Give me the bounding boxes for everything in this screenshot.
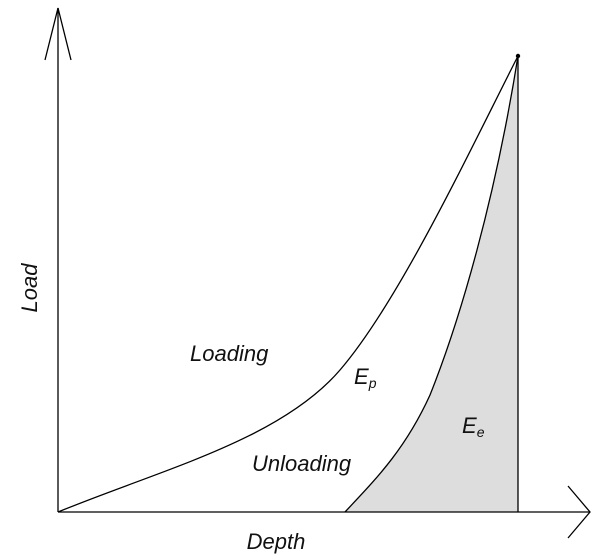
elastic-energy-region bbox=[345, 56, 518, 512]
peak-point bbox=[515, 53, 521, 59]
unloading-curve bbox=[344, 55, 519, 513]
x-axis-arrowhead bbox=[567, 485, 591, 539]
loading-curve bbox=[57, 55, 519, 513]
elastic-energy-label: Ee bbox=[462, 413, 485, 440]
unloading-curve-label: Unloading bbox=[252, 451, 352, 476]
plastic-energy-subscript: p bbox=[368, 375, 377, 391]
y-axis-arrowhead bbox=[44, 7, 72, 61]
x-axis-label: Depth bbox=[247, 529, 306, 554]
plastic-energy-label: Ep bbox=[354, 364, 377, 391]
y-axis-label: Load bbox=[17, 263, 42, 313]
elastic-energy-symbol: E bbox=[462, 413, 477, 438]
elastic-energy-subscript: e bbox=[477, 424, 485, 440]
loading-curve-label: Loading bbox=[190, 341, 269, 366]
plastic-energy-symbol: E bbox=[354, 364, 369, 389]
